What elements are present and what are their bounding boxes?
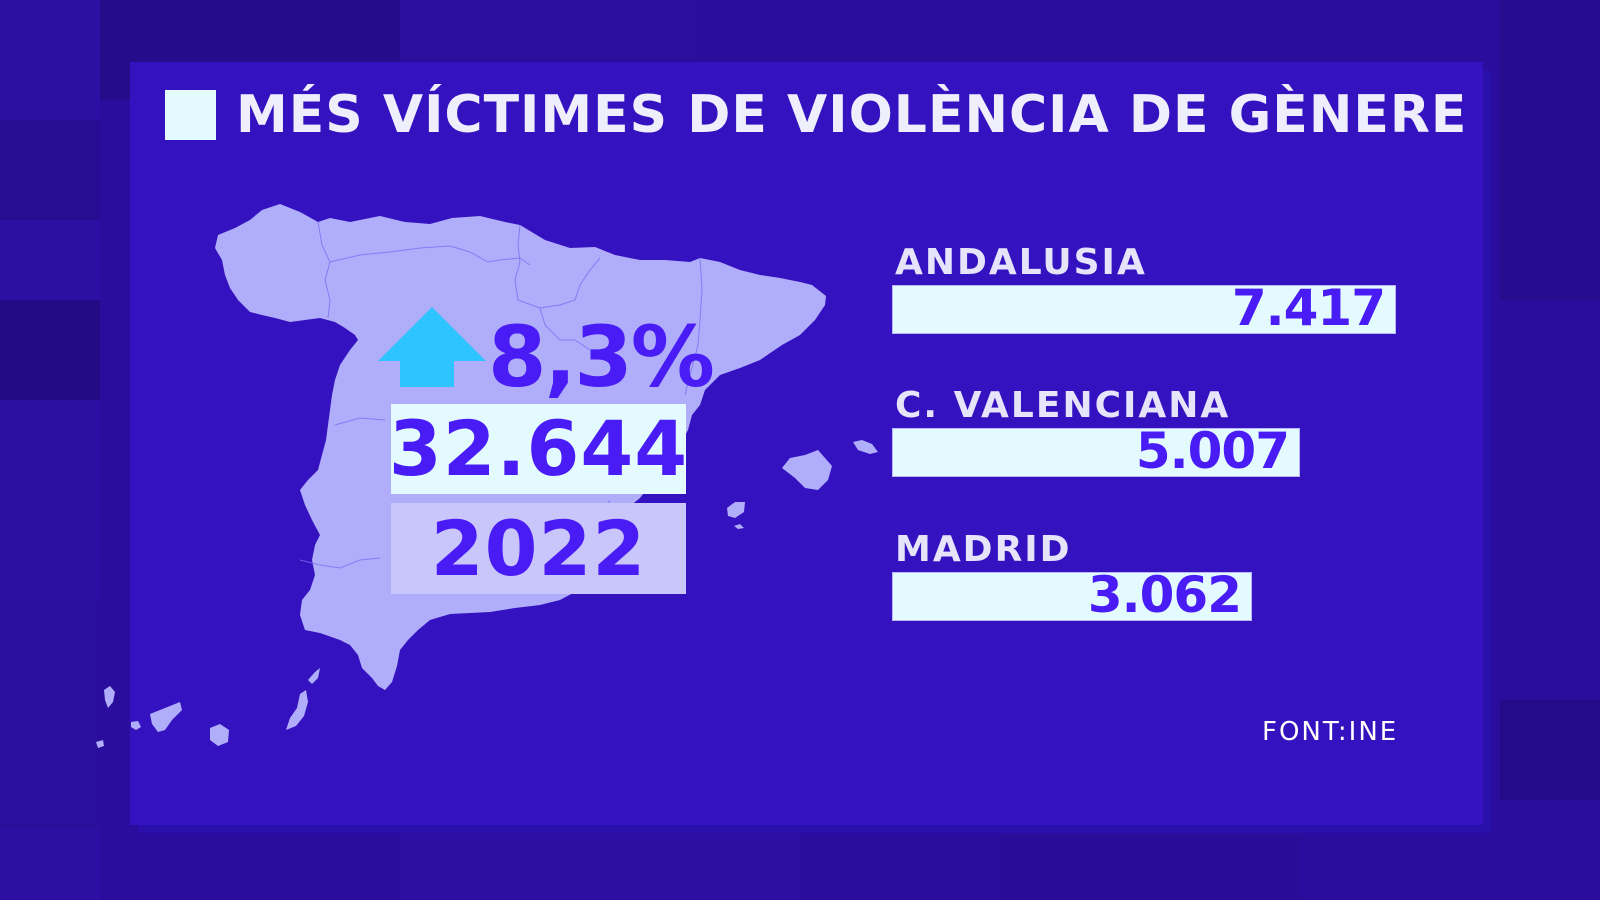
fuerteventura-shape xyxy=(286,690,308,730)
background-tile xyxy=(0,120,100,220)
background-tile xyxy=(1000,830,1300,900)
region-border xyxy=(684,257,703,396)
year-box: 2022 xyxy=(391,503,686,594)
year-value: 2022 xyxy=(430,503,647,593)
region-bar-madrid: 3.062 xyxy=(892,565,1252,624)
region-border xyxy=(449,245,531,266)
region-label-andalusia: ANDALUSIA xyxy=(895,242,1147,283)
region-border xyxy=(329,245,451,263)
region-value-andalusia: 7.417 xyxy=(1231,278,1386,337)
source-label: FONT:INE xyxy=(1262,717,1399,747)
region-label-madrid: MADRID xyxy=(895,529,1072,570)
el-hierro-shape xyxy=(96,740,104,748)
region-border xyxy=(559,257,601,306)
gran-canaria-shape xyxy=(210,724,229,746)
arrow-up-icon xyxy=(378,307,486,387)
tenerife-shape xyxy=(150,702,182,732)
region-bar-valenciana: 5.007 xyxy=(892,421,1300,480)
la-palma-shape xyxy=(104,686,115,708)
title-square-icon xyxy=(165,90,216,140)
region-border xyxy=(539,307,591,351)
region-value-madrid: 3.062 xyxy=(1087,565,1242,624)
background-tile xyxy=(1500,0,1600,300)
lanzarote-shape xyxy=(308,668,320,684)
background-tile xyxy=(0,300,100,400)
mallorca-shape xyxy=(782,450,832,490)
formentera-shape xyxy=(734,524,744,529)
region-border xyxy=(317,221,331,319)
page-title: MÉS VÍCTIMES DE VIOLÈNCIA DE GÈNERE xyxy=(236,85,1468,145)
total-victims-box: 32.644 xyxy=(388,404,689,494)
background-tile xyxy=(0,600,100,830)
gomera-shape xyxy=(131,721,141,730)
region-border xyxy=(334,417,386,426)
background-tile xyxy=(1500,700,1600,800)
region-border xyxy=(299,557,381,569)
region-value-valenciana: 5.007 xyxy=(1135,421,1290,480)
background-tile xyxy=(400,0,700,60)
total-victims-value: 32.644 xyxy=(388,404,689,493)
region-bar-andalusia: 7.417 xyxy=(892,278,1396,337)
ibiza-shape xyxy=(727,502,745,518)
region-label-valenciana: C. VALENCIANA xyxy=(895,385,1231,426)
background-tile xyxy=(400,830,800,900)
menorca-shape xyxy=(853,440,878,454)
change-percentage: 8,3% xyxy=(488,308,715,406)
